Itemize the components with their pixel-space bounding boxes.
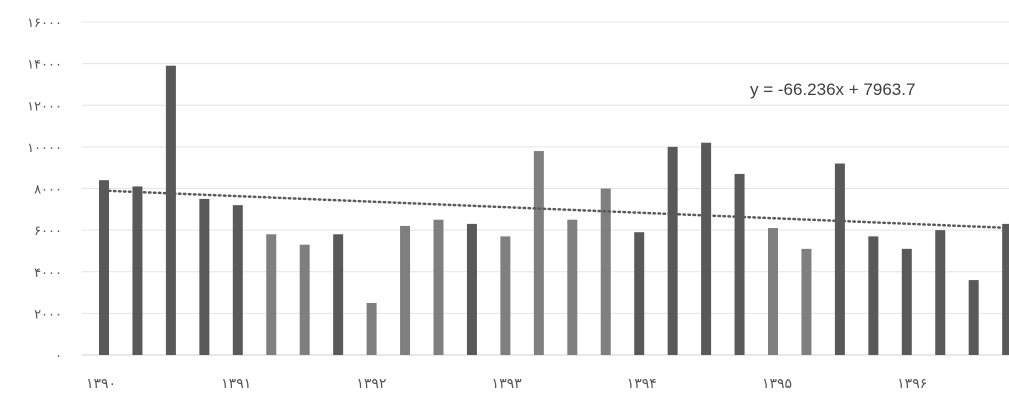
y-tick-label: ۲۰۰۰: [34, 307, 62, 322]
y-tick-label: ۱۴۰۰۰: [27, 58, 62, 73]
bar: [333, 234, 344, 355]
bar: [232, 205, 243, 355]
x-tick-label: ۱۳۹۵: [762, 376, 792, 392]
bar: [132, 186, 143, 355]
bar: [935, 230, 946, 355]
bar: [734, 173, 745, 355]
bars: [99, 65, 1009, 356]
bar: [199, 198, 210, 355]
y-tick-label: ۱۲۰۰۰: [27, 99, 62, 114]
bar: [801, 248, 812, 355]
x-tick-label: ۱۳۹۴: [627, 376, 657, 392]
bar: [868, 236, 879, 355]
bar: [400, 225, 411, 355]
bar: [567, 219, 578, 355]
y-tick-label: ۴۰۰۰: [34, 266, 62, 281]
bar: [768, 228, 778, 355]
y-tick-label: ۱۰۰۰۰: [27, 141, 62, 156]
y-axis-ticks: ۰ ۲۰۰۰ ۴۰۰۰ ۶۰۰۰ ۸۰۰۰ ۱۰۰۰۰ ۱۲۰۰۰ ۱۴۰۰۰ ۱۶۰۰۰: [27, 16, 62, 364]
trendline-equation: y = -66.236x + 7963.7: [750, 80, 915, 99]
trendline: [102, 189, 1009, 230]
bar: [533, 151, 544, 355]
bar: [968, 280, 979, 355]
x-tick-label: ۱۳۹۶: [897, 376, 927, 392]
trendline-layer: [102, 189, 1009, 230]
bar: [901, 248, 912, 355]
y-tick-label: ۰: [55, 349, 62, 364]
bar: [266, 234, 277, 355]
x-tick-label: ۱۳۹۱: [221, 376, 251, 392]
bar: [834, 163, 845, 355]
bar: [299, 244, 310, 355]
x-axis-ticks: ۱۳۹۰ ۱۳۹۱ ۱۳۹۲ ۱۳۹۳ ۱۳۹۴ ۱۳۹۵ ۱۳۹۶: [86, 376, 927, 392]
bar: [165, 65, 176, 356]
bar: [433, 219, 444, 355]
bar: [1002, 223, 1009, 355]
y-tick-label: ۸۰۰۰: [34, 183, 62, 198]
x-tick-label: ۱۳۹۰: [86, 376, 116, 392]
bar: [667, 146, 678, 355]
bar: [701, 142, 712, 355]
x-tick-label: ۱۳۹۲: [356, 376, 386, 392]
y-tick-label: ۱۶۰۰۰: [27, 16, 62, 31]
bar: [466, 223, 477, 355]
bar: [99, 180, 109, 355]
bar: [366, 302, 377, 355]
x-tick-label: ۱۳۹۳: [492, 376, 523, 392]
bar: [500, 236, 511, 355]
y-tick-label: ۶۰۰۰: [34, 224, 62, 239]
bar: [600, 188, 611, 355]
bar: [634, 232, 645, 355]
